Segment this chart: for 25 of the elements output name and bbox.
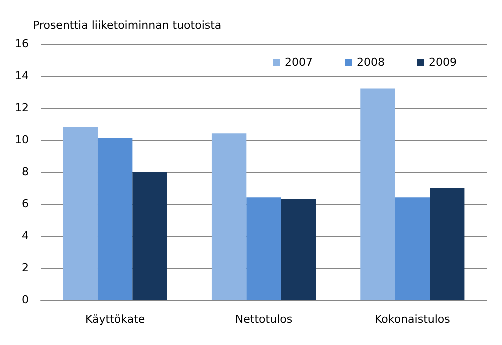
bar [430, 188, 465, 300]
bar [360, 88, 396, 300]
bar [63, 127, 98, 300]
bar [395, 198, 430, 300]
bar [98, 138, 133, 300]
legend-label: 2009 [429, 56, 458, 69]
y-tick-label: 6 [22, 198, 29, 210]
y-tick-label: 16 [15, 38, 29, 50]
y-axis-title: Prosenttia liiketoiminnan tuotoista [33, 19, 222, 32]
y-tick-label: 12 [15, 102, 29, 114]
x-tick-label: Nettotulos [235, 313, 293, 326]
bar [212, 134, 247, 300]
y-tick-label: 8 [22, 166, 29, 178]
y-tick-label: 4 [22, 230, 29, 242]
y-tick-label: 14 [15, 70, 29, 82]
bar [281, 199, 316, 300]
x-tick-label: Kokonaistulos [374, 313, 451, 326]
x-tick-label: Käyttökate [86, 313, 146, 326]
y-tick-label: 2 [22, 262, 29, 274]
legend-label: 2008 [357, 56, 386, 69]
bar [246, 198, 282, 300]
y-tick-label: 0 [22, 294, 29, 306]
y-tick-label: 10 [15, 134, 29, 146]
legend-label: 2007 [285, 56, 314, 69]
bar [132, 172, 168, 300]
